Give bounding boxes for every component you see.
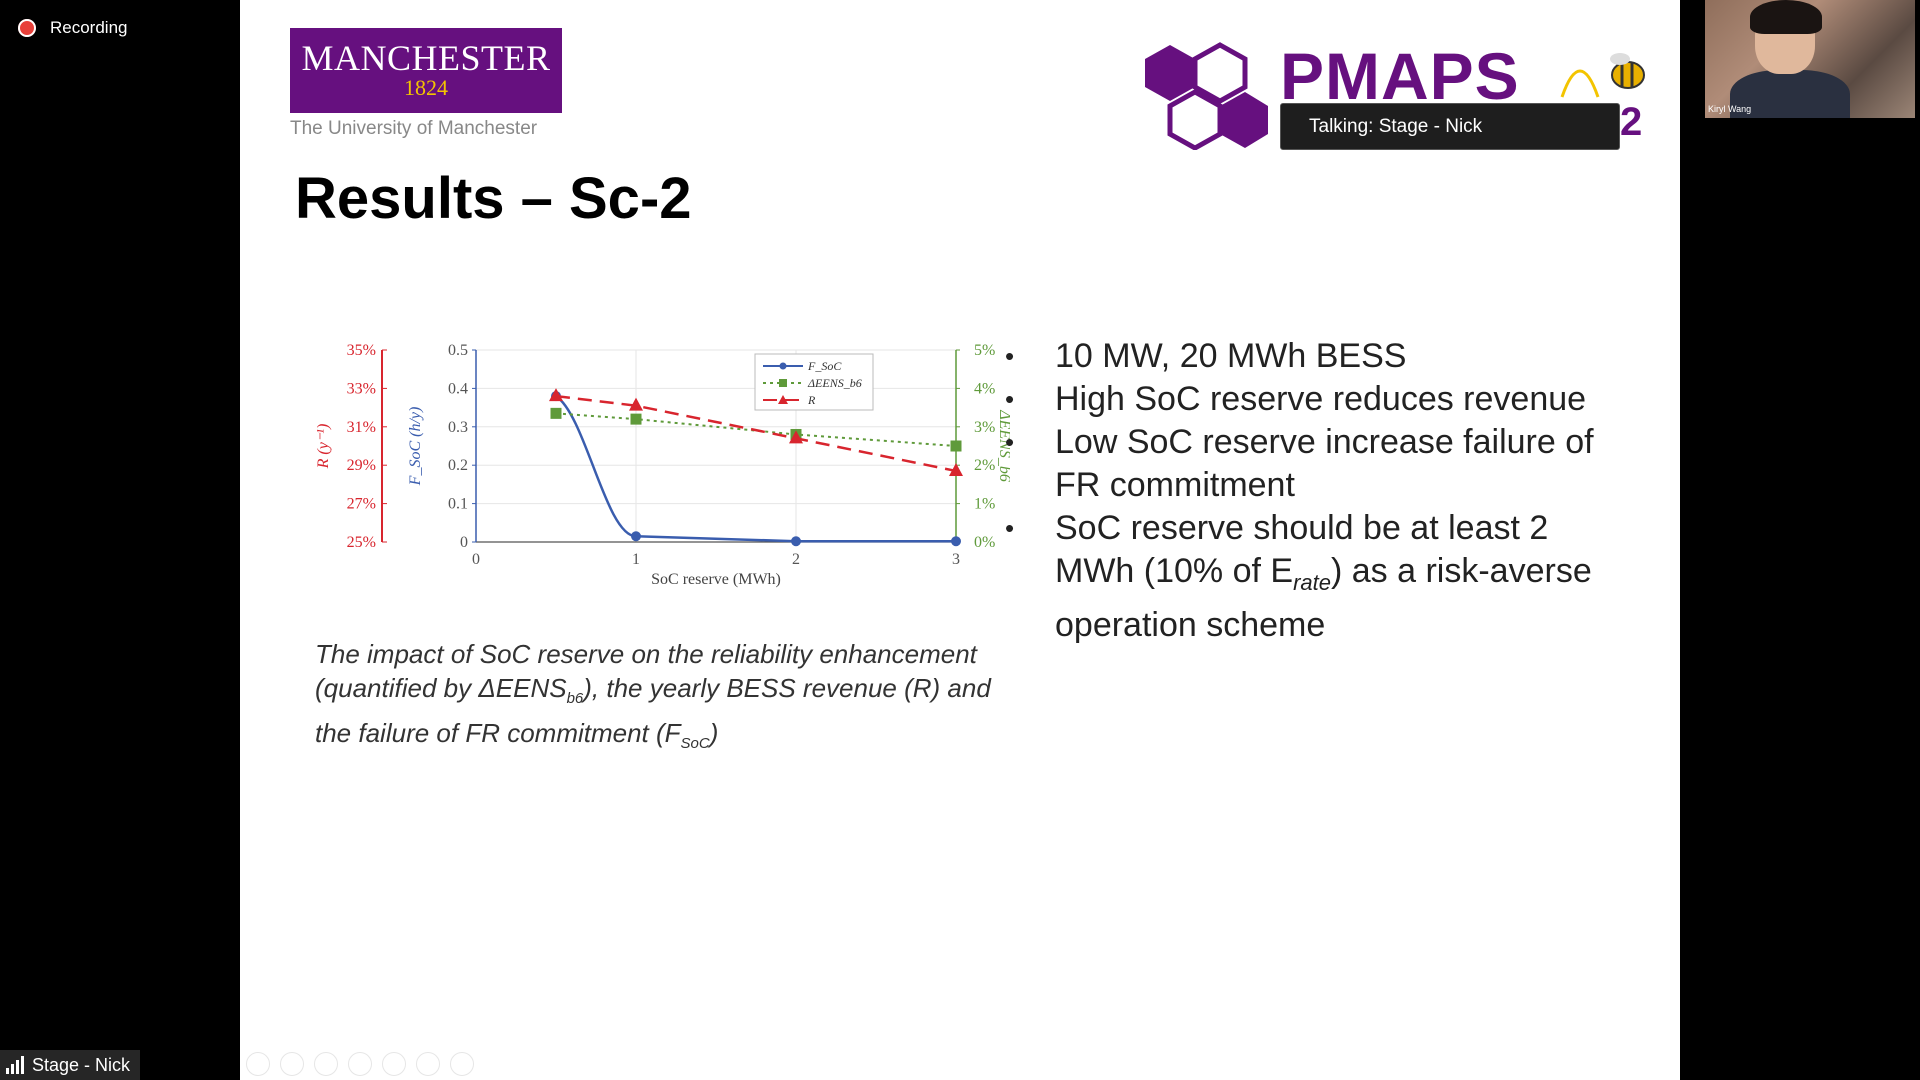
r-axis-tick-label: 31%: [347, 419, 376, 436]
e-axis-tick-label: 0%: [974, 534, 995, 551]
recording-label: Recording: [50, 18, 128, 37]
chart-caption: The impact of SoC reserve on the reliabi…: [315, 637, 995, 761]
data-point: [949, 462, 963, 476]
speaker-label: Stage - Nick: [32, 1054, 131, 1075]
legend-marker: [778, 395, 788, 404]
university-subtitle: The University of Manchester: [290, 118, 538, 139]
caption-sub-2: SoC: [680, 735, 710, 753]
active-speaker-indicator[interactable]: Stage - Nick: [0, 1050, 140, 1080]
e-axis-tick-label: 3%: [974, 419, 995, 436]
x-axis-tick-label: 0: [472, 551, 480, 568]
pmaps-logo-suffix: 2: [1620, 100, 1643, 144]
webcam-person-hair: [1750, 0, 1822, 34]
next-slide-icon[interactable]: [280, 1052, 304, 1076]
e-axis-tick-label: 4%: [974, 380, 995, 397]
caption-sub-1: b6: [566, 690, 584, 708]
caption-text-1: The impact of SoC reserve on the reliabi…: [315, 639, 977, 703]
prev-slide-icon[interactable]: [246, 1052, 270, 1076]
bullet-text: Low SoC reserve increase failure of FR c…: [1055, 423, 1594, 504]
data-point: [629, 397, 643, 411]
r-axis-label: R (y⁻¹): [315, 424, 332, 470]
data-point: [549, 388, 563, 402]
series-line: [555, 394, 957, 473]
r-axis-tick-label: 35%: [347, 342, 376, 359]
x-axis-tick-label: 2: [792, 551, 800, 568]
bullet-item: High SoC reserve reduces revenue: [1005, 378, 1625, 421]
data-point: [791, 536, 801, 547]
bullet-text: 10 MW, 20 MWh BESS: [1055, 337, 1407, 375]
data-point: [630, 413, 642, 425]
bullet-item: SoC reserve should be at least 2 MWh (10…: [1005, 507, 1625, 647]
bullet-item: 10 MW, 20 MWh BESS: [1005, 335, 1625, 378]
pmaps-logo-text: PMAPS: [1280, 39, 1520, 113]
legend-label: R: [807, 393, 816, 407]
slide-toolbar: [246, 1052, 474, 1076]
bee-icon: [1560, 53, 1645, 98]
f-axis-tick-label: 0.2: [448, 457, 468, 474]
data-point: [951, 536, 961, 547]
chart-legend: F_SoC ΔEENS_b6 R: [754, 353, 874, 411]
grid-icon[interactable]: [348, 1052, 372, 1076]
recording-icon: [18, 19, 36, 37]
webcam-video[interactable]: [1705, 0, 1915, 118]
caption-text-2: ), the yearly BESS revenue (R) and the f…: [315, 673, 991, 749]
more-icon[interactable]: [450, 1052, 474, 1076]
legend-label: F_SoC: [807, 359, 842, 373]
r-axis-tick-label: 29%: [347, 457, 376, 474]
legend-marker: [779, 362, 787, 370]
e-axis-tick-label: 5%: [974, 342, 995, 359]
bullet-sub: rate: [1293, 569, 1331, 595]
pmaps-hexagon-logo: [1145, 42, 1268, 150]
bullet-text: ) as a risk-averse operation scheme: [1055, 552, 1592, 644]
soc-reserve-chart: 00.10.20.30.40.525%27%29%31%33%35%0%1%2%…: [315, 342, 1010, 588]
series-line: [555, 395, 956, 543]
f-axis-tick-label: 0.5: [448, 342, 468, 359]
bullet-list: 10 MW, 20 MWh BESS High SoC reserve redu…: [1005, 335, 1625, 647]
chart-grid: [475, 349, 957, 543]
university-logo: MANCHESTER 1824: [290, 28, 562, 113]
data-point: [631, 531, 641, 542]
legend-label: ΔEENS_b6: [807, 376, 862, 390]
pen-icon[interactable]: [314, 1052, 338, 1076]
webcam-person-body: [1730, 70, 1850, 118]
data-point: [550, 407, 562, 419]
x-axis-label: SoC reserve (MWh): [651, 571, 781, 588]
university-logo-name: MANCHESTER: [301, 38, 551, 78]
f-axis-tick-label: 0.1: [448, 496, 468, 513]
f-axis-label: F_SoC (h/y): [407, 407, 424, 487]
talking-tooltip: Talking: Stage - Nick: [1280, 103, 1620, 150]
r-axis-tick-label: 33%: [347, 380, 376, 397]
e-axis-tick-label: 1%: [974, 496, 995, 513]
chart-series: [549, 388, 963, 547]
f-axis-tick-label: 0.4: [448, 380, 468, 397]
university-logo-year: 1824: [404, 75, 448, 100]
recording-indicator[interactable]: Recording: [18, 18, 128, 38]
bullet-text: SoC reserve should be at least 2 MWh (10…: [1055, 509, 1549, 590]
caption-text-3: ): [709, 718, 719, 749]
data-point: [789, 430, 803, 444]
r-axis-tick-label: 25%: [347, 534, 376, 551]
legend-marker: [779, 379, 787, 387]
r-axis-tick-label: 27%: [347, 496, 376, 513]
x-axis-tick-label: 3: [952, 551, 960, 568]
data-point: [950, 440, 962, 452]
zoom-icon[interactable]: [382, 1052, 406, 1076]
slide-title: Results – Sc-2: [295, 166, 692, 231]
subtitle-icon[interactable]: [416, 1052, 440, 1076]
f-axis-tick-label: 0.3: [448, 419, 468, 436]
e-axis-tick-label: 2%: [974, 457, 995, 474]
bullet-e-rate: rate: [1293, 552, 1331, 595]
x-axis-tick-label: 1: [632, 551, 640, 568]
signal-bars-icon: [6, 1056, 24, 1074]
bullet-text: High SoC reserve reduces revenue: [1055, 380, 1587, 418]
webcam-name-label: Kiryl Wang: [1708, 104, 1752, 114]
shared-slide: MANCHESTER 1824 The University of Manche…: [240, 0, 1680, 1080]
f-axis-tick-label: 0: [460, 534, 468, 551]
bullet-item: Low SoC reserve increase failure of FR c…: [1005, 421, 1625, 507]
